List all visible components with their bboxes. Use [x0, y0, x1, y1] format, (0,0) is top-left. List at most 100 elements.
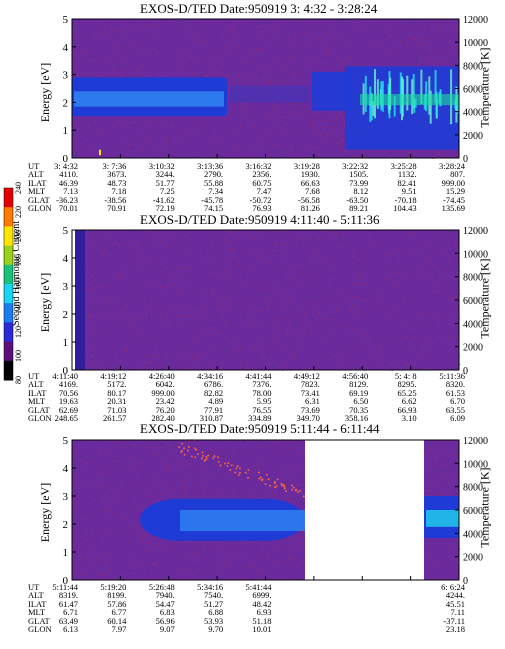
colorbar-segment: [4, 360, 13, 381]
panel-1-y2tick-label: 8000: [463, 61, 483, 72]
panel-2-title: EXOS-D/TED Date:950919 4:11:40 - 5:11:36: [140, 212, 380, 227]
ephemeris-cell: 135.69: [441, 202, 465, 213]
ephemeris-label: UT: [28, 582, 40, 592]
ephemeris-row: GLAT 63.49 60.14 56.96 53.93 51.18 -37.11: [28, 615, 479, 626]
ephemeris-cell: 4:11:40: [52, 371, 78, 381]
ephemeris-cell: 1505.: [349, 169, 369, 180]
ephemeris-cell: 57.86: [107, 598, 127, 609]
ephemeris-cell: 334.89: [248, 412, 272, 423]
ephemeris-cell: 7.18: [111, 186, 127, 197]
ephemeris-cell: 60.14: [107, 615, 127, 626]
ephemeris-cell: 4:41:44: [245, 371, 272, 381]
ephemeris-cell: 5: 4: 8: [394, 371, 417, 381]
ephemeris-cell: 999.00: [441, 177, 465, 188]
ephemeris-cell: -38.56: [104, 194, 127, 205]
panel-2: 0 1 2 3 4 5 0 2000 4000 6000 8000 10000 12000: [63, 225, 489, 377]
colorbar-frame: [3, 187, 14, 381]
ephemeris-cell: 104.43: [393, 202, 417, 213]
colorbar-segment: [4, 207, 13, 227]
ephemeris-cell: 7540.: [204, 590, 224, 601]
ephemeris-cell: 61.47: [58, 598, 78, 609]
panel-2-ytick-label: 2: [63, 309, 69, 321]
panel-2-y2tick-label: 12000: [463, 226, 488, 237]
ephemeris-cell: 63.49: [58, 615, 78, 626]
colorbar-segment: [4, 264, 13, 285]
panel-3-y2tick-label: 10000: [463, 459, 488, 470]
panel-3-band-right-core: [426, 510, 459, 527]
ephemeris-label: ILAT: [28, 177, 47, 188]
ephemeris-cell: 60.75: [252, 177, 272, 188]
ephemeris-cell: 7.68: [305, 186, 320, 197]
panel-1-ephemeris: UT 3: 4:32 3: 7:36 3:10:32 3:13:36 3:16:32 3:1…: [28, 161, 479, 213]
ephemeris-cell: 78.00: [252, 387, 272, 398]
ephemeris-cell: 999.00: [151, 387, 175, 398]
colorbar-segment: [4, 284, 13, 304]
ephemeris-cell: 1132.: [397, 169, 417, 180]
ephemeris-cell: 81.26: [300, 202, 320, 213]
ephemeris-cell: 3:13:36: [197, 161, 224, 171]
ephemeris-label: GLON: [28, 412, 52, 423]
ephemeris-cell: 73.69: [300, 404, 320, 415]
ephemeris-cell: 51.27: [204, 598, 224, 609]
ephemeris-cell: 5172.: [107, 379, 127, 390]
ephemeris-row: UT 4:11:40 4:19:12 4:26:40 4:34:16 4:41:44 4:4…: [28, 371, 479, 381]
colorbar-tick-label: 100: [14, 350, 23, 362]
colorbar-tick-label: 80: [14, 376, 23, 384]
panel-1-y2tick-label: 0: [463, 154, 468, 165]
ephemeris-cell: 3:19:28: [293, 161, 320, 171]
panel-2-ytick-label: 3: [63, 281, 69, 293]
ephemeris-cell: 6: 6:24: [441, 582, 465, 592]
panel-2-y2tick-label: 0: [463, 366, 468, 377]
panel-2-y2tick-label: 10000: [463, 249, 488, 260]
panel-2-background: [72, 230, 459, 370]
panel-3-y2tick-label: 0: [463, 576, 468, 587]
ephemeris-row: MLT 7.13 7.18 7.25 7.34 7.47 7.68 8.12 9.51 15.29: [28, 186, 479, 197]
ephemeris-cell: 807.: [450, 169, 465, 180]
panel-3-title: EXOS-D/TED Date:950919 5:11:44 - 6:11:44: [140, 421, 380, 436]
ephemeris-cell: 6999.: [252, 590, 272, 601]
ephemeris-cell: 61.53: [445, 387, 465, 398]
ephemeris-row: UT 3: 4:32 3: 7:36 3:10:32 3:13:36 3:16:32 3:1…: [28, 161, 479, 171]
colorbar: 80 100 120 140 160 180 200 220 240: [3, 182, 23, 384]
ephemeris-cell: 7.25: [159, 186, 175, 197]
panel-3-y2tick-label: 12000: [463, 436, 488, 447]
panel-2-y2tick-label: 2000: [463, 343, 483, 354]
ephemeris-row: GLON 6.13 7.97 9.07 9.70 10.01 23.18: [28, 623, 479, 634]
ephemeris-cell: 23.42: [155, 396, 175, 407]
colorbar-tick-label: 120: [14, 326, 23, 338]
ephemeris-cell: 5:11:44: [52, 582, 78, 592]
ephemeris-cell: 2356.: [252, 169, 272, 180]
ephemeris-label: GLAT: [28, 615, 50, 626]
ephemeris-label: GLON: [28, 623, 52, 634]
ephemeris-cell: 3: 7:36: [102, 161, 127, 171]
ephemeris-row: UT 5:11:44 5:19:20 5:26:48 5:34:16 5:41:44 6: …: [28, 582, 479, 592]
ephemeris-cell: 310.87: [199, 412, 224, 423]
panel-1-title: EXOS-D/TED Date:950919 3: 4:32 - 3:28:24: [140, 1, 378, 16]
ephemeris-cell: 5:34:16: [197, 582, 224, 592]
ephemeris-cell: 9.51: [401, 186, 417, 197]
ephemeris-cell: -45.78: [201, 194, 224, 205]
ephemeris-cell: 3.10: [401, 412, 417, 423]
ephemeris-row: ALT 8319. 8199. 7940. 7540. 6999. 4244.: [28, 590, 479, 601]
ephemeris-cell: 80.17: [107, 387, 127, 398]
colorbar-segment: [4, 341, 13, 362]
panel-3-ytick-label: 0: [63, 575, 69, 587]
ephemeris-row: ALT 4110. 3673. 3244. 2790. 2356. 1930. 1505. 11…: [28, 169, 479, 180]
panel-1: 0 1 2 3 4 5 0 2000 4000 6000 8000 10000 12000: [63, 14, 489, 165]
panel-1-ytick-label: 4: [63, 42, 69, 54]
panel-1-y2tick-label: 12000: [463, 15, 488, 26]
ephemeris-cell: 7.13: [63, 186, 78, 197]
panel-1-ytick-label: 0: [63, 153, 69, 165]
ephemeris-cell: 89.21: [349, 202, 369, 213]
ephemeris-cell: 4:26:40: [148, 371, 175, 381]
ephemeris-label: GLAT: [28, 404, 50, 415]
ephemeris-row: ILAT 70.56 80.17 999.00 82.82 78.00 73.41 69.19…: [28, 387, 479, 398]
panel-1-ytick-label: 2: [63, 97, 69, 109]
ephemeris-cell: 6.09: [450, 412, 465, 423]
colorbar-segment: [4, 226, 13, 247]
panel-1-ytick-label: 1: [63, 125, 69, 137]
colorbar-segment: [4, 245, 13, 266]
ephemeris-cell: 3: 4:32: [54, 161, 78, 171]
ephemeris-row: ILAT 46.39 48.73 51.77 55.88 60.75 66.63 73.99 8…: [28, 177, 479, 188]
ephemeris-label: GLON: [28, 202, 52, 213]
